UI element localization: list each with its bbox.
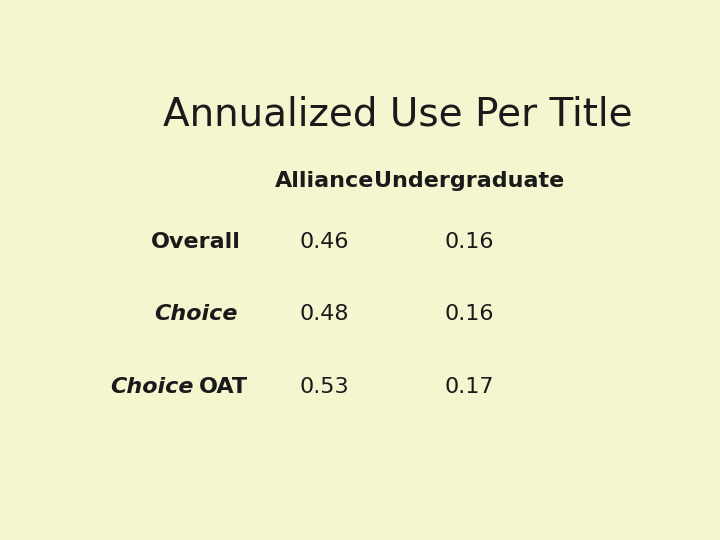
Text: 0.16: 0.16 — [445, 232, 494, 252]
Text: 0.17: 0.17 — [445, 377, 494, 397]
Text: Overall: Overall — [151, 232, 241, 252]
Text: Alliance: Alliance — [274, 171, 374, 191]
Text: Annualized Use Per Title: Annualized Use Per Title — [163, 96, 632, 134]
Text: OAT: OAT — [199, 377, 248, 397]
Text: Undergraduate: Undergraduate — [374, 171, 564, 191]
Text: 0.46: 0.46 — [300, 232, 349, 252]
Text: 0.53: 0.53 — [300, 377, 349, 397]
Text: Choice: Choice — [154, 304, 238, 325]
Text: Choice: Choice — [109, 377, 193, 397]
Text: 0.16: 0.16 — [445, 304, 494, 325]
Text: 0.48: 0.48 — [300, 304, 349, 325]
